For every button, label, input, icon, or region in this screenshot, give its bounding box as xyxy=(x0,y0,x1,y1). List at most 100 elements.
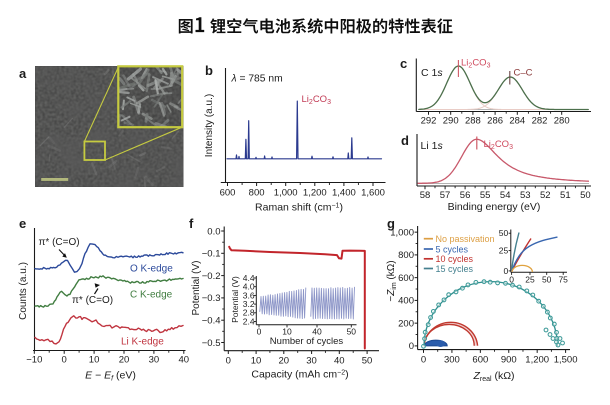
svg-text:C K-edge: C K-edge xyxy=(130,290,173,301)
svg-text:800: 800 xyxy=(398,250,414,261)
svg-text:4.0: 4.0 xyxy=(243,282,255,292)
svg-text:50: 50 xyxy=(347,327,357,337)
svg-text:Potential (V): Potential (V) xyxy=(191,260,202,315)
svg-text:0: 0 xyxy=(421,355,426,366)
svg-text:d: d xyxy=(401,133,409,148)
svg-text:1,600: 1,600 xyxy=(361,188,385,199)
svg-text:4.4: 4.4 xyxy=(243,273,255,283)
svg-text:286: 286 xyxy=(487,116,503,127)
svg-text:50: 50 xyxy=(499,228,509,238)
svg-text:−0.1: −0.1 xyxy=(202,249,221,260)
svg-text:288: 288 xyxy=(465,116,481,127)
svg-text:50: 50 xyxy=(580,190,591,201)
svg-text:−10: −10 xyxy=(26,355,42,366)
svg-text:1,200: 1,200 xyxy=(525,355,549,366)
svg-text:54: 54 xyxy=(500,190,511,201)
svg-text:−0.3: −0.3 xyxy=(202,293,221,304)
svg-text:280: 280 xyxy=(554,116,570,127)
svg-text:O K-edge: O K-edge xyxy=(130,264,173,275)
svg-text:Intensity (a.u.): Intensity (a.u.) xyxy=(204,94,215,157)
svg-text:900: 900 xyxy=(501,355,517,366)
svg-text:15 cycles: 15 cycles xyxy=(436,264,474,274)
svg-text:10: 10 xyxy=(282,327,292,337)
svg-text:292: 292 xyxy=(421,116,437,127)
svg-text:Potential (V): Potential (V) xyxy=(230,276,240,323)
svg-text:300: 300 xyxy=(444,355,460,366)
svg-text:1,200: 1,200 xyxy=(303,188,327,199)
svg-text:282: 282 xyxy=(532,116,548,127)
svg-text:1,500: 1,500 xyxy=(554,355,578,366)
svg-text:e: e xyxy=(19,216,26,231)
svg-text:Counts (a.u.): Counts (a.u.) xyxy=(18,262,29,320)
svg-text:1,000: 1,000 xyxy=(274,188,298,199)
svg-text:Binding energy (eV): Binding energy (eV) xyxy=(448,201,541,213)
svg-text:λ = 785 nm: λ = 785 nm xyxy=(231,74,283,85)
svg-text:600: 600 xyxy=(472,355,488,366)
svg-text:1,000: 1,000 xyxy=(390,227,414,238)
svg-text:75: 75 xyxy=(558,274,568,284)
svg-text:2.8: 2.8 xyxy=(243,308,255,318)
svg-text:2.4: 2.4 xyxy=(243,316,255,326)
svg-text:600: 600 xyxy=(398,273,414,284)
svg-text:284: 284 xyxy=(509,116,525,127)
svg-text:Zreal (kΩ): Zreal (kΩ) xyxy=(472,370,514,383)
svg-text:25: 25 xyxy=(525,274,535,284)
svg-text:52: 52 xyxy=(540,190,551,201)
svg-text:f: f xyxy=(189,216,194,231)
svg-text:400: 400 xyxy=(398,296,414,307)
svg-text:−0.5: −0.5 xyxy=(202,338,221,349)
svg-text:π* (C=O): π* (C=O) xyxy=(72,295,113,306)
svg-text:0: 0 xyxy=(409,341,414,352)
svg-text:0: 0 xyxy=(509,274,514,284)
svg-text:57: 57 xyxy=(440,190,451,201)
svg-text:58: 58 xyxy=(420,190,431,201)
svg-text:200: 200 xyxy=(398,318,414,329)
svg-text:40: 40 xyxy=(179,355,190,366)
svg-text:−Zim (kΩ): −Zim (kΩ) xyxy=(386,260,398,301)
svg-text:Li2CO3: Li2CO3 xyxy=(302,94,332,106)
svg-text:0: 0 xyxy=(257,327,262,337)
svg-text:600: 600 xyxy=(220,188,236,199)
svg-text:E − Ef (eV): E − Ef (eV) xyxy=(85,370,136,383)
svg-text:0.0: 0.0 xyxy=(207,226,220,237)
svg-text:−0.4: −0.4 xyxy=(202,316,221,327)
svg-text:40: 40 xyxy=(312,327,322,337)
svg-text:55: 55 xyxy=(480,190,491,201)
svg-text:Capacity (mAh cm−2): Capacity (mAh cm−2) xyxy=(251,369,348,381)
svg-text:C 1s: C 1s xyxy=(421,67,443,79)
svg-text:C–C: C–C xyxy=(514,68,533,79)
svg-text:−0.2: −0.2 xyxy=(202,271,221,282)
svg-text:30: 30 xyxy=(306,356,317,367)
svg-text:10: 10 xyxy=(251,356,262,367)
svg-text:b: b xyxy=(205,63,213,78)
svg-text:π* (C=O): π* (C=O) xyxy=(39,237,80,248)
svg-text:50: 50 xyxy=(542,274,552,284)
svg-text:g: g xyxy=(387,216,395,231)
svg-text:0: 0 xyxy=(62,355,67,366)
svg-text:0: 0 xyxy=(226,356,231,367)
svg-text:290: 290 xyxy=(443,116,459,127)
svg-text:3.2: 3.2 xyxy=(243,299,255,309)
svg-text:800: 800 xyxy=(249,188,265,199)
svg-text:40: 40 xyxy=(334,356,345,367)
svg-text:1,400: 1,400 xyxy=(332,188,356,199)
svg-text:20: 20 xyxy=(279,356,290,367)
svg-text:Li 1s: Li 1s xyxy=(421,140,444,152)
svg-text:3.6: 3.6 xyxy=(243,290,255,300)
svg-text:53: 53 xyxy=(520,190,531,201)
svg-text:5 cycles: 5 cycles xyxy=(436,244,469,254)
svg-text:25: 25 xyxy=(499,246,509,256)
svg-text:a: a xyxy=(19,66,27,81)
svg-text:56: 56 xyxy=(460,190,471,201)
svg-text:Number of cycles: Number of cycles xyxy=(270,336,344,347)
svg-text:Raman shift (cm−1): Raman shift (cm−1) xyxy=(255,202,343,214)
svg-text:10 cycles: 10 cycles xyxy=(436,254,474,264)
svg-text:No passivation: No passivation xyxy=(436,234,495,244)
svg-text:10: 10 xyxy=(89,355,100,366)
svg-text:50: 50 xyxy=(362,356,373,367)
svg-text:20: 20 xyxy=(119,355,130,366)
svg-text:0: 0 xyxy=(503,266,508,276)
svg-text:c: c xyxy=(400,56,407,71)
svg-text:Li K-edge: Li K-edge xyxy=(121,337,164,348)
svg-text:51: 51 xyxy=(560,190,571,201)
